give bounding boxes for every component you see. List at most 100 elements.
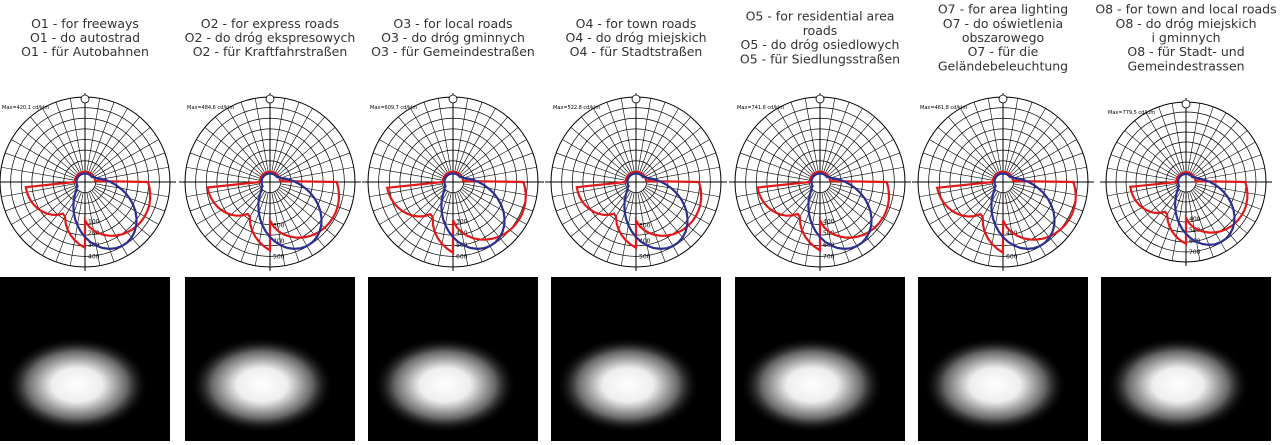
grid-spoke [641, 191, 679, 256]
light-spot [5, 337, 149, 433]
caption-line: O5 - do dróg osiedlowych [741, 37, 900, 52]
grid-spoke [1187, 103, 1201, 173]
light-image [551, 277, 721, 441]
grid-spoke [620, 192, 635, 266]
grid-spoke [919, 166, 993, 181]
caption-line: O8 - do dróg miejskich [1116, 16, 1257, 31]
max-label: Max=609,7 cd/klm [370, 105, 417, 111]
grid-spoke [821, 98, 836, 172]
grid-spoke [55, 102, 82, 173]
grid-spoke [1190, 112, 1227, 174]
grid-spoke [823, 191, 850, 262]
grid-spoke [94, 187, 159, 225]
curve-c90 [990, 172, 1056, 251]
grid-spoke [458, 108, 496, 173]
grid-spoke [1107, 183, 1177, 197]
grid-spoke [379, 187, 444, 225]
grid-spoke [643, 188, 702, 237]
grid-spoke [827, 188, 886, 237]
grid-spoke [86, 98, 101, 172]
grid-spoke [1193, 188, 1248, 234]
grid-spoke [369, 166, 443, 181]
curve-c0 [206, 170, 341, 253]
lamp-icon [265, 94, 275, 104]
curve-c90 [72, 172, 138, 251]
grid-spoke [462, 187, 527, 225]
grid-spoke [821, 192, 836, 266]
grid-spoke [276, 116, 325, 175]
grid-spoke [790, 102, 817, 173]
grid-spoke [92, 127, 151, 176]
grid-spoke [463, 183, 537, 198]
grid-spoke [826, 116, 875, 175]
grid-spoke [1008, 108, 1046, 173]
grid-spoke [746, 139, 811, 177]
max-label: Max=779,5 cd/klm [1108, 110, 1155, 116]
grid-spoke [1195, 167, 1265, 181]
grid-spoke [437, 192, 452, 266]
grid-spoke [740, 152, 811, 179]
curve-c0 [575, 170, 703, 250]
grid-spoke [645, 139, 710, 177]
ring-label: 300 [456, 218, 468, 225]
grid-spoke [1158, 191, 1183, 258]
grid-spoke [437, 98, 452, 172]
grid-spoke [454, 98, 469, 172]
grid-spoke [593, 108, 631, 173]
lamp-icon [815, 94, 825, 104]
grid-spoke [923, 152, 994, 179]
grid-spoke [69, 98, 84, 172]
grid-spoke [642, 116, 691, 175]
grid-spoke [271, 98, 286, 172]
light-spot [190, 337, 334, 433]
grid-spoke [1134, 189, 1180, 244]
grid-spoke [606, 102, 633, 173]
grid-spoke [190, 185, 261, 212]
grid-spoke [55, 191, 82, 262]
light-spot [556, 337, 700, 433]
caption-line: O1 - for freeways [31, 16, 139, 31]
grid-spoke [11, 139, 76, 177]
caption-line: i gminnych [1151, 30, 1220, 45]
grid-spoke [829, 139, 894, 177]
grid-spoke [929, 139, 994, 177]
caption-line: O7 - for area lighting [938, 2, 1068, 17]
grid-spoke [1110, 185, 1177, 210]
light-image [185, 277, 355, 441]
grid-spoke [1194, 141, 1256, 178]
light-image [368, 277, 538, 441]
grid-spoke [254, 98, 269, 172]
grid-spoke [1004, 192, 1019, 266]
light-spot [740, 337, 884, 433]
grid-spoke [1013, 166, 1087, 181]
grid-spoke [459, 116, 508, 175]
max-label: Max=420,1 cd/klm [2, 105, 49, 111]
grid-spoke [1012, 152, 1083, 179]
grid-spoke [829, 152, 900, 179]
grid-spoke [1171, 103, 1185, 173]
light-spot [1106, 337, 1250, 433]
curve-c90 [623, 172, 689, 251]
lamp-icon [80, 94, 90, 104]
grid-spoke [1, 166, 75, 181]
grid-spoke [190, 152, 261, 179]
grid-spoke [646, 183, 720, 198]
curve-c0 [935, 170, 1077, 255]
ring-label: 500 [273, 254, 285, 261]
grid-spoke [825, 108, 863, 173]
ring-label: 600 [1006, 254, 1018, 261]
grid-spoke [1158, 106, 1183, 173]
grid-spoke [462, 139, 527, 177]
grid-spoke [973, 191, 1000, 262]
grid-spoke [643, 127, 702, 176]
grid-spoke [19, 188, 78, 237]
grid-spoke [1006, 102, 1033, 173]
grid-spoke [973, 102, 1000, 173]
grid-spoke [581, 189, 630, 248]
